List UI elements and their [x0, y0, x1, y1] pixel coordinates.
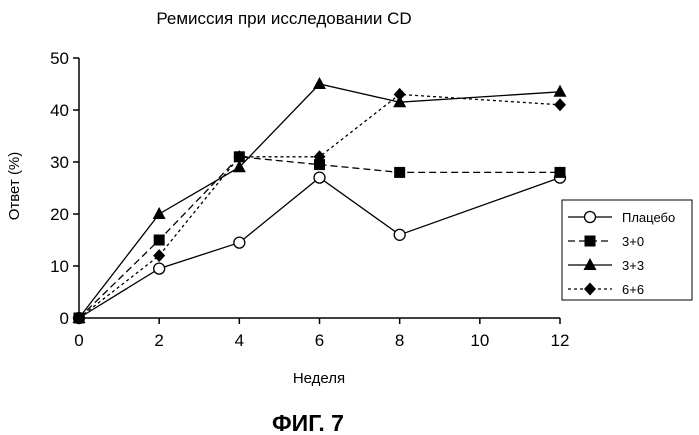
legend: Плацебо 3+0 3+3 6+6	[562, 200, 692, 300]
legend-label: 3+3	[622, 258, 644, 273]
x-tick-label: 10	[470, 331, 489, 350]
x-tick-label: 8	[395, 331, 404, 350]
series-3-point	[394, 88, 406, 101]
series-3-line	[79, 94, 560, 318]
series-1-point	[394, 167, 405, 178]
series-1-point	[154, 235, 165, 246]
series-0-point	[394, 229, 405, 240]
x-tick-label: 2	[154, 331, 163, 350]
figure-caption: ФИГ. 7	[272, 410, 344, 435]
x-tick-label: 6	[315, 331, 324, 350]
x-tick-label: 12	[551, 331, 570, 350]
y-tick-label: 10	[50, 257, 69, 276]
series-0-point	[154, 263, 165, 274]
y-tick-label: 40	[50, 101, 69, 120]
legend-marker	[585, 212, 596, 223]
series-0-point	[234, 237, 245, 248]
y-tick-label: 50	[50, 49, 69, 68]
y-axis-label: Ответ (%)	[6, 152, 23, 221]
x-tick-label: 0	[74, 331, 83, 350]
chart-title: Ремиссия при исследовании CD	[156, 9, 411, 28]
series-2-point	[153, 207, 166, 219]
series-2	[73, 77, 567, 323]
y-ticks: 0 10 20 30 40 50	[50, 49, 79, 328]
x-tick-label: 4	[235, 331, 244, 350]
y-tick-label: 30	[50, 153, 69, 172]
x-ticks: 0 2 4 6 8 10 12	[74, 318, 569, 350]
legend-label: 6+6	[622, 282, 644, 297]
series-2-point	[554, 85, 567, 97]
series-3-point	[554, 98, 566, 111]
series-0	[74, 172, 566, 323]
legend-label: Плацебо	[622, 210, 675, 225]
series-layer	[73, 77, 567, 325]
series-2-line	[79, 84, 560, 318]
legend-label: 3+0	[622, 234, 644, 249]
y-tick-label: 0	[60, 309, 69, 328]
series-0-point	[314, 172, 325, 183]
y-tick-label: 20	[50, 205, 69, 224]
series-1-point	[555, 167, 566, 178]
plot-area: 0 10 20 30 40 50 0 2 4 6 8 10 12	[50, 49, 569, 350]
legend-marker	[585, 236, 596, 247]
series-2-point	[313, 77, 326, 89]
series-3	[73, 88, 566, 325]
x-axis-label: Неделя	[293, 370, 345, 387]
series-3-point	[153, 249, 165, 262]
